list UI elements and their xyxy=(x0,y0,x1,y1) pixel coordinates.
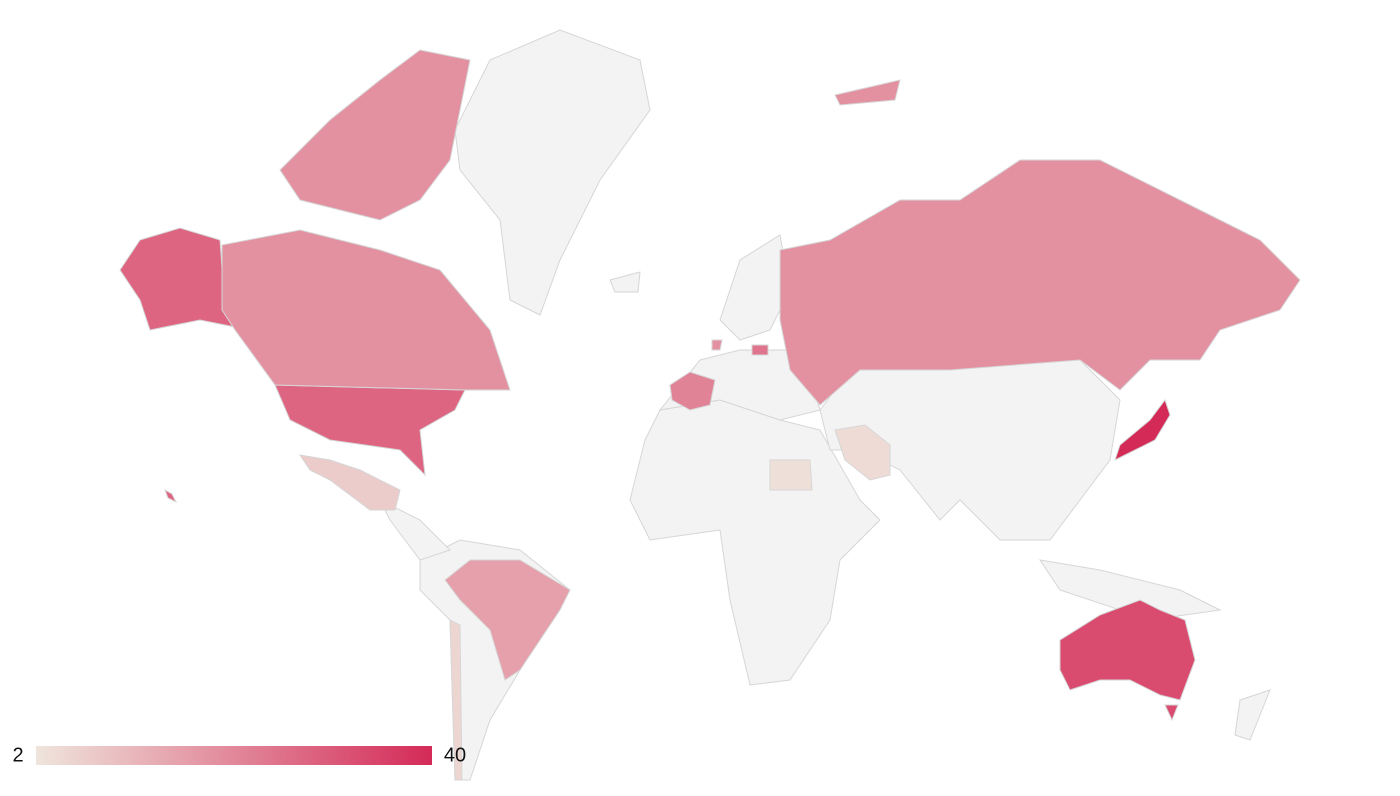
country[interactable] xyxy=(769,459,813,491)
country[interactable] xyxy=(164,488,178,504)
country[interactable] xyxy=(834,424,891,481)
country[interactable] xyxy=(1059,599,1196,701)
country[interactable] xyxy=(449,619,463,781)
legend-gradient xyxy=(36,746,432,765)
legend-min-label: 2 xyxy=(12,744,23,766)
land-area xyxy=(378,498,451,561)
country[interactable] xyxy=(444,559,571,681)
country[interactable] xyxy=(119,227,251,331)
country[interactable] xyxy=(274,384,466,477)
country[interactable] xyxy=(1114,398,1171,461)
land-area xyxy=(609,271,641,293)
country[interactable] xyxy=(298,454,401,511)
land-area xyxy=(1038,559,1222,621)
country[interactable] xyxy=(711,339,723,351)
land-area xyxy=(629,399,881,686)
country[interactable] xyxy=(669,371,716,411)
land-area xyxy=(1234,689,1271,741)
country[interactable] xyxy=(834,79,901,106)
legend-max-label: 40 xyxy=(444,744,466,766)
country[interactable] xyxy=(1164,704,1179,722)
country[interactable] xyxy=(279,49,471,221)
country[interactable] xyxy=(221,229,511,391)
country[interactable] xyxy=(779,159,1301,406)
land-area xyxy=(454,29,651,316)
country[interactable] xyxy=(751,344,769,356)
